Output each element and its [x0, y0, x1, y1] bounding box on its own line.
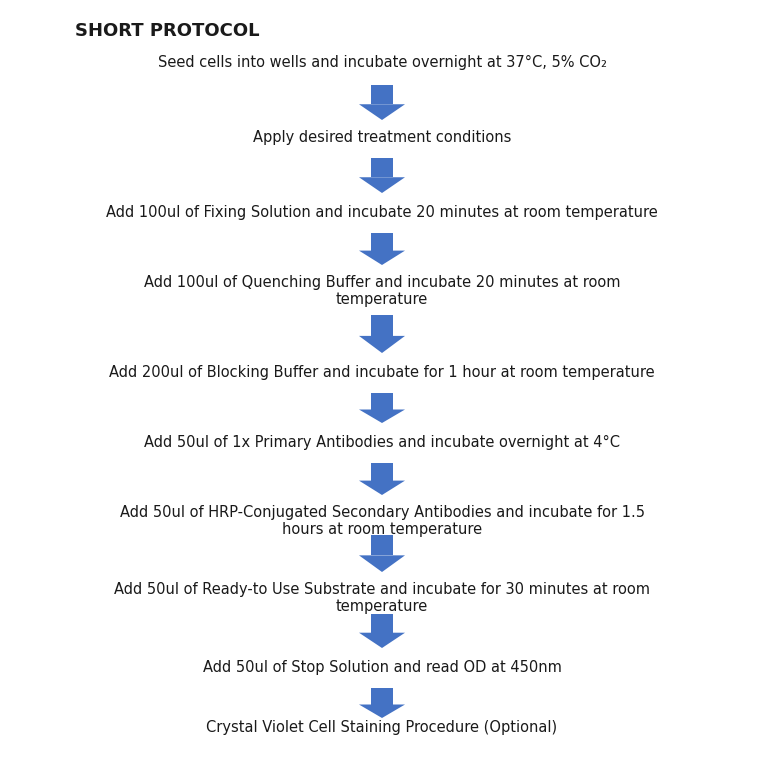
Text: Add 100ul of Fixing Solution and incubate 20 minutes at room temperature: Add 100ul of Fixing Solution and incubat… [106, 205, 658, 220]
Polygon shape [359, 251, 405, 265]
Bar [371, 233, 393, 251]
Bar [371, 85, 393, 104]
Polygon shape [359, 177, 405, 193]
Bar [371, 393, 393, 410]
Polygon shape [359, 481, 405, 495]
Text: Add 200ul of Blocking Buffer and incubate for 1 hour at room temperature: Add 200ul of Blocking Buffer and incubat… [109, 365, 655, 380]
Bar [371, 315, 393, 336]
Text: SHORT PROTOCOL: SHORT PROTOCOL [75, 22, 260, 40]
Polygon shape [359, 104, 405, 120]
Bar [371, 535, 393, 555]
Polygon shape [359, 555, 405, 572]
Polygon shape [359, 336, 405, 353]
Polygon shape [359, 704, 405, 718]
Text: Seed cells into wells and incubate overnight at 37°C, 5% CO₂: Seed cells into wells and incubate overn… [157, 55, 607, 70]
Bar [371, 158, 393, 177]
Polygon shape [359, 410, 405, 423]
Text: Apply desired treatment conditions: Apply desired treatment conditions [253, 130, 511, 145]
Bar [371, 463, 393, 481]
Text: Add 50ul of HRP-Conjugated Secondary Antibodies and incubate for 1.5
hours at ro: Add 50ul of HRP-Conjugated Secondary Ant… [119, 505, 645, 537]
Polygon shape [359, 633, 405, 648]
Text: Add 50ul of Stop Solution and read OD at 450nm: Add 50ul of Stop Solution and read OD at… [202, 660, 562, 675]
Text: Add 50ul of Ready-to Use Substrate and incubate for 30 minutes at room
temperatu: Add 50ul of Ready-to Use Substrate and i… [114, 582, 650, 614]
Text: Add 100ul of Quenching Buffer and incubate 20 minutes at room
temperature: Add 100ul of Quenching Buffer and incuba… [144, 275, 620, 307]
Text: Crystal Violet Cell Staining Procedure (Optional): Crystal Violet Cell Staining Procedure (… [206, 720, 558, 735]
Bar [371, 688, 393, 704]
Bar [371, 614, 393, 633]
Text: Add 50ul of 1x Primary Antibodies and incubate overnight at 4°C: Add 50ul of 1x Primary Antibodies and in… [144, 435, 620, 450]
